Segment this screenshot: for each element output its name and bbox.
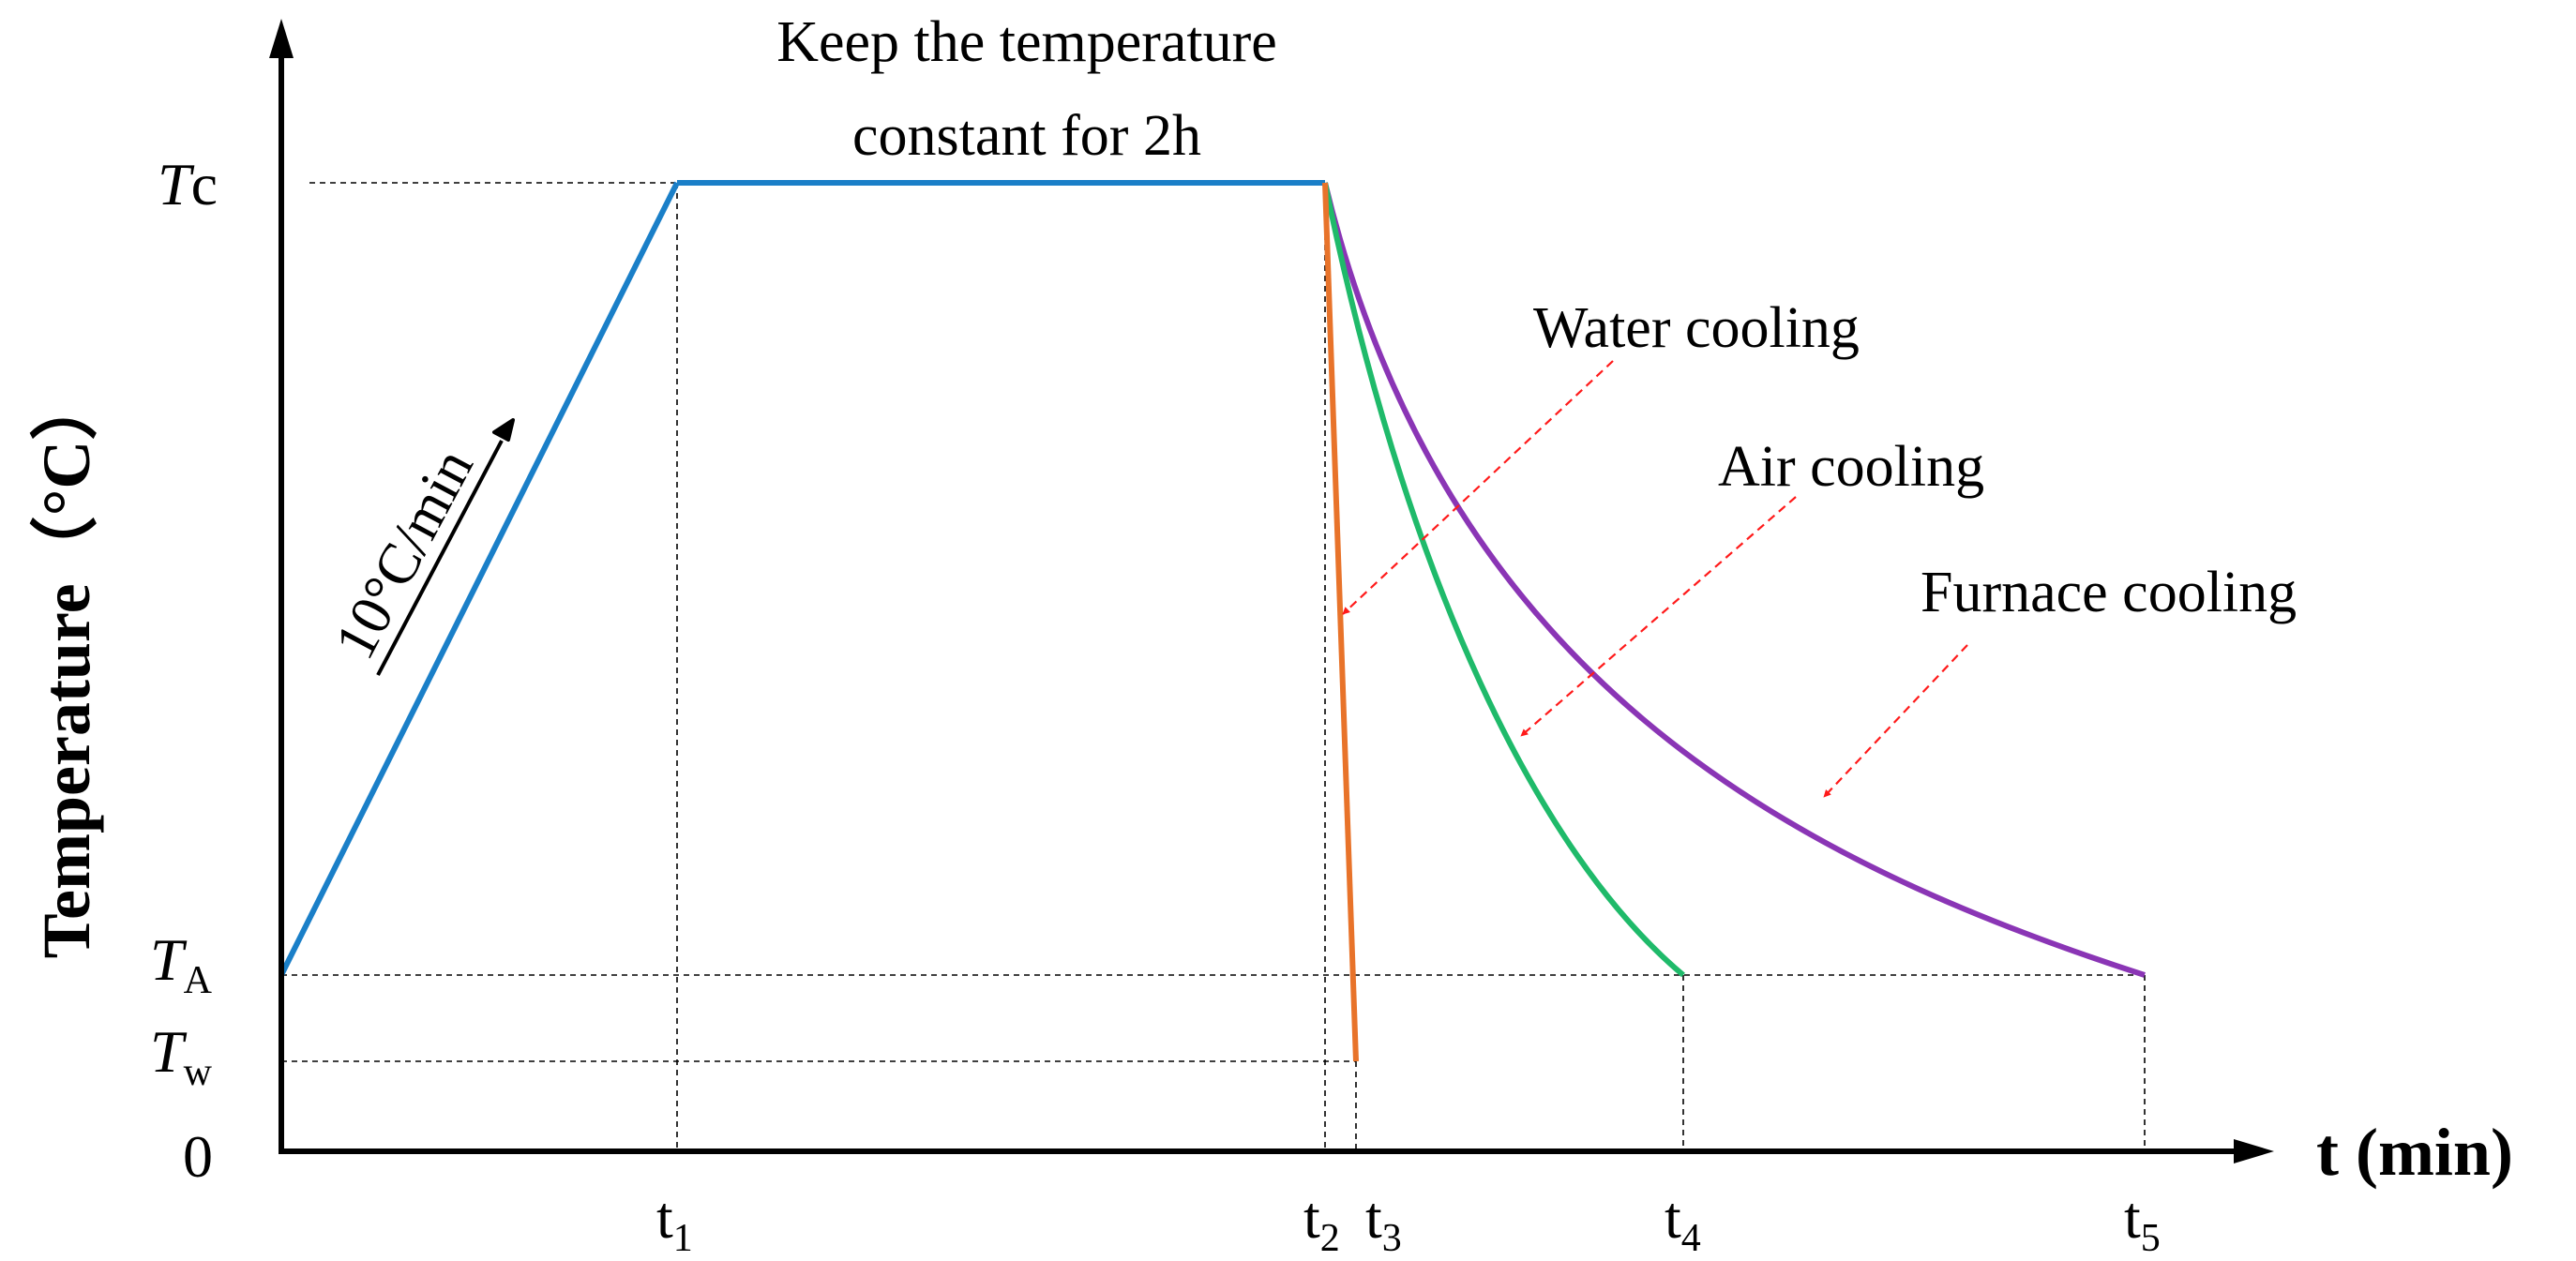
series-curves	[279, 180, 2146, 1062]
y-axis-arrowhead	[269, 19, 294, 58]
water-cooling-line	[1322, 182, 1359, 1062]
heating-rate-arrow	[376, 440, 504, 676]
guide-lines	[281, 182, 2146, 1151]
water-cooling-pointer	[1342, 360, 1614, 615]
x-tick-t1: t1	[656, 1184, 693, 1260]
heating-rate-label: 10°C/min	[323, 439, 486, 668]
cooling-pointers	[1342, 360, 1968, 798]
furnace-cooling-label: Furnace cooling	[1921, 561, 2297, 624]
hold-annotation-line2: constant for 2h	[852, 104, 1201, 168]
x-tick-t5: t5	[2124, 1184, 2161, 1260]
water-cooling-label: Water cooling	[1533, 296, 1860, 360]
y-tick-zero: 0	[183, 1123, 213, 1190]
heating-rate-arrowhead	[492, 418, 515, 442]
furnace-cooling-pointer	[1823, 644, 1968, 798]
air-cooling-curve	[1322, 182, 1685, 978]
furnace-cooling-curve	[1322, 182, 2146, 978]
y-axis-title: Temperature（°C）	[29, 373, 104, 959]
y-tick-tc: Tc	[158, 151, 218, 218]
x-tick-t3: t3	[1365, 1184, 1402, 1260]
axes	[269, 19, 2274, 1163]
heating-line	[279, 181, 680, 977]
x-tick-t4: t4	[1665, 1184, 1701, 1260]
x-axis-title: t (min)	[2316, 1115, 2513, 1190]
air-cooling-label: Air cooling	[1718, 435, 1984, 499]
y-tick-tw: Tw	[150, 1018, 213, 1094]
x-axis-arrowhead	[2234, 1139, 2274, 1163]
hold-annotation-line1: Keep the temperature	[776, 10, 1277, 74]
y-tick-ta: TA	[150, 926, 213, 1002]
air-cooling-pointer	[1520, 496, 1797, 737]
x-tick-t2: t2	[1303, 1184, 1340, 1260]
